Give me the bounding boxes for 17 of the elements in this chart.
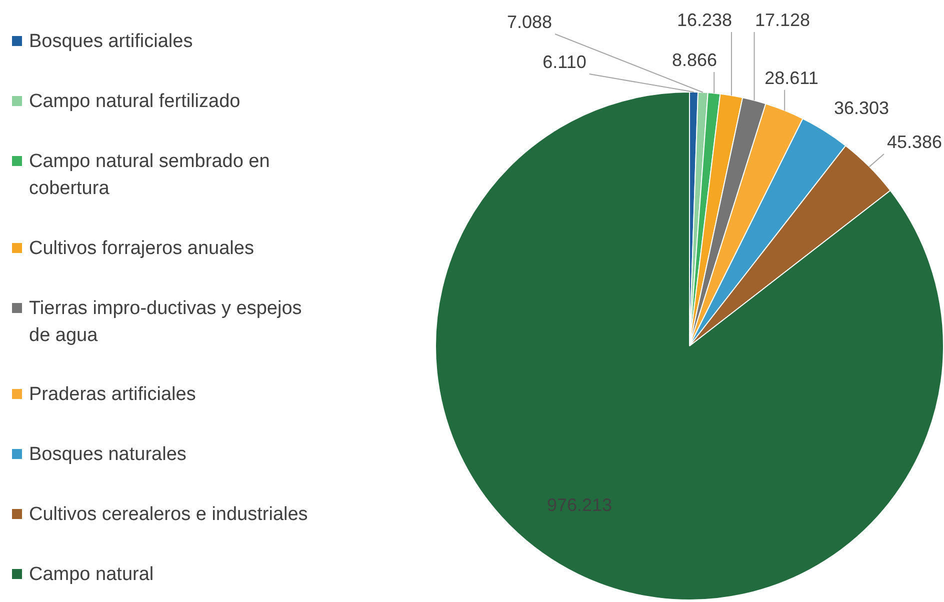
data-label: 28.611 xyxy=(764,68,818,88)
data-label: 7.088 xyxy=(506,12,552,32)
data-label: 17.128 xyxy=(754,10,810,30)
data-label: 45.386 xyxy=(886,132,942,152)
legend-label: Bosques naturales xyxy=(29,443,186,468)
legend-label: Campo natural fertilizado xyxy=(29,90,240,114)
data-label: 8.866 xyxy=(672,50,718,70)
data-label: 16.238 xyxy=(676,10,732,30)
data-label: 6.110 xyxy=(542,52,586,72)
legend-label: Campo natural sembrado en cobertura xyxy=(29,150,271,201)
legend-label: Praderas artificiales xyxy=(29,383,196,408)
data-label: 36.303 xyxy=(834,98,890,118)
legend-label: Tierras impro-ductivas y espejos de agua xyxy=(29,296,303,348)
legend-label: Cultivos cerealeros e industriales xyxy=(29,503,308,528)
legend-label: Campo natural xyxy=(29,563,154,587)
legend-label: Cultivos forrajeros anuales xyxy=(29,236,254,261)
legend-label: Bosques artificiales xyxy=(29,30,193,54)
